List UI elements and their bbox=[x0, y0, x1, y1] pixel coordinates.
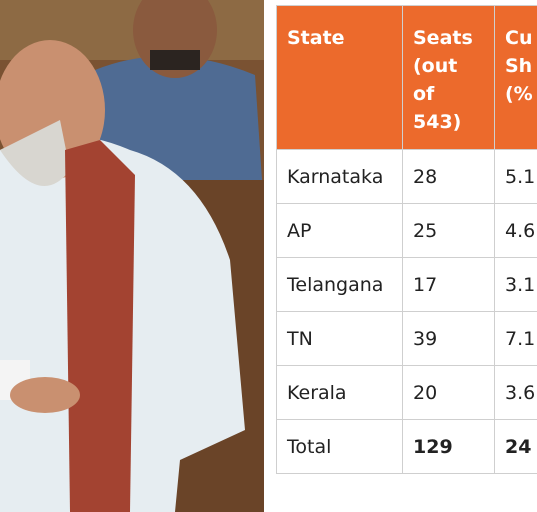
table-row: Kerala 20 3.6 bbox=[276, 365, 537, 420]
table-row: TN 39 7.1 bbox=[276, 311, 537, 366]
table-cell: AP bbox=[276, 203, 403, 258]
header-cell: Cu Sh (% bbox=[494, 5, 537, 150]
table-cell: 20 bbox=[402, 365, 495, 420]
table-row: AP 25 4.6 bbox=[276, 203, 537, 258]
table-cell: Total bbox=[276, 419, 403, 474]
table-row: Telangana 17 3.1 bbox=[276, 257, 537, 312]
table-cell: TN bbox=[276, 311, 403, 366]
table-cell: Kerala bbox=[276, 365, 403, 420]
table-cell: 39 bbox=[402, 311, 495, 366]
table-cell: 7.1 bbox=[494, 311, 537, 366]
table-cell: 129 bbox=[402, 419, 495, 474]
photo bbox=[0, 0, 264, 512]
table-cell: 5.1 bbox=[494, 149, 537, 204]
table-cell: Karnataka bbox=[276, 149, 403, 204]
table-row: Total 129 24 bbox=[276, 419, 537, 474]
header-row: State Seats (out of 543) Cu Sh (% bbox=[276, 5, 537, 150]
header-cell: Seats (out of 543) bbox=[402, 5, 495, 150]
table-cell: 3.6 bbox=[494, 365, 537, 420]
table-cell: 25 bbox=[402, 203, 495, 258]
seat-share-table: State Seats (out of 543) Cu Sh (% Karnatak… bbox=[276, 5, 537, 474]
table-cell: Telangana bbox=[276, 257, 403, 312]
header-cell: State bbox=[276, 5, 403, 150]
table-cell: 4.6 bbox=[494, 203, 537, 258]
table-cell: 24 bbox=[494, 419, 537, 474]
table-row: Karnataka 28 5.1 bbox=[276, 149, 537, 204]
table-body: Karnataka 28 5.1 AP 25 4.6 Telangana 17 3.1 TN 39 7… bbox=[276, 149, 537, 474]
table-cell: 17 bbox=[402, 257, 495, 312]
table-cell: 3.1 bbox=[494, 257, 537, 312]
table-cell: 28 bbox=[402, 149, 495, 204]
